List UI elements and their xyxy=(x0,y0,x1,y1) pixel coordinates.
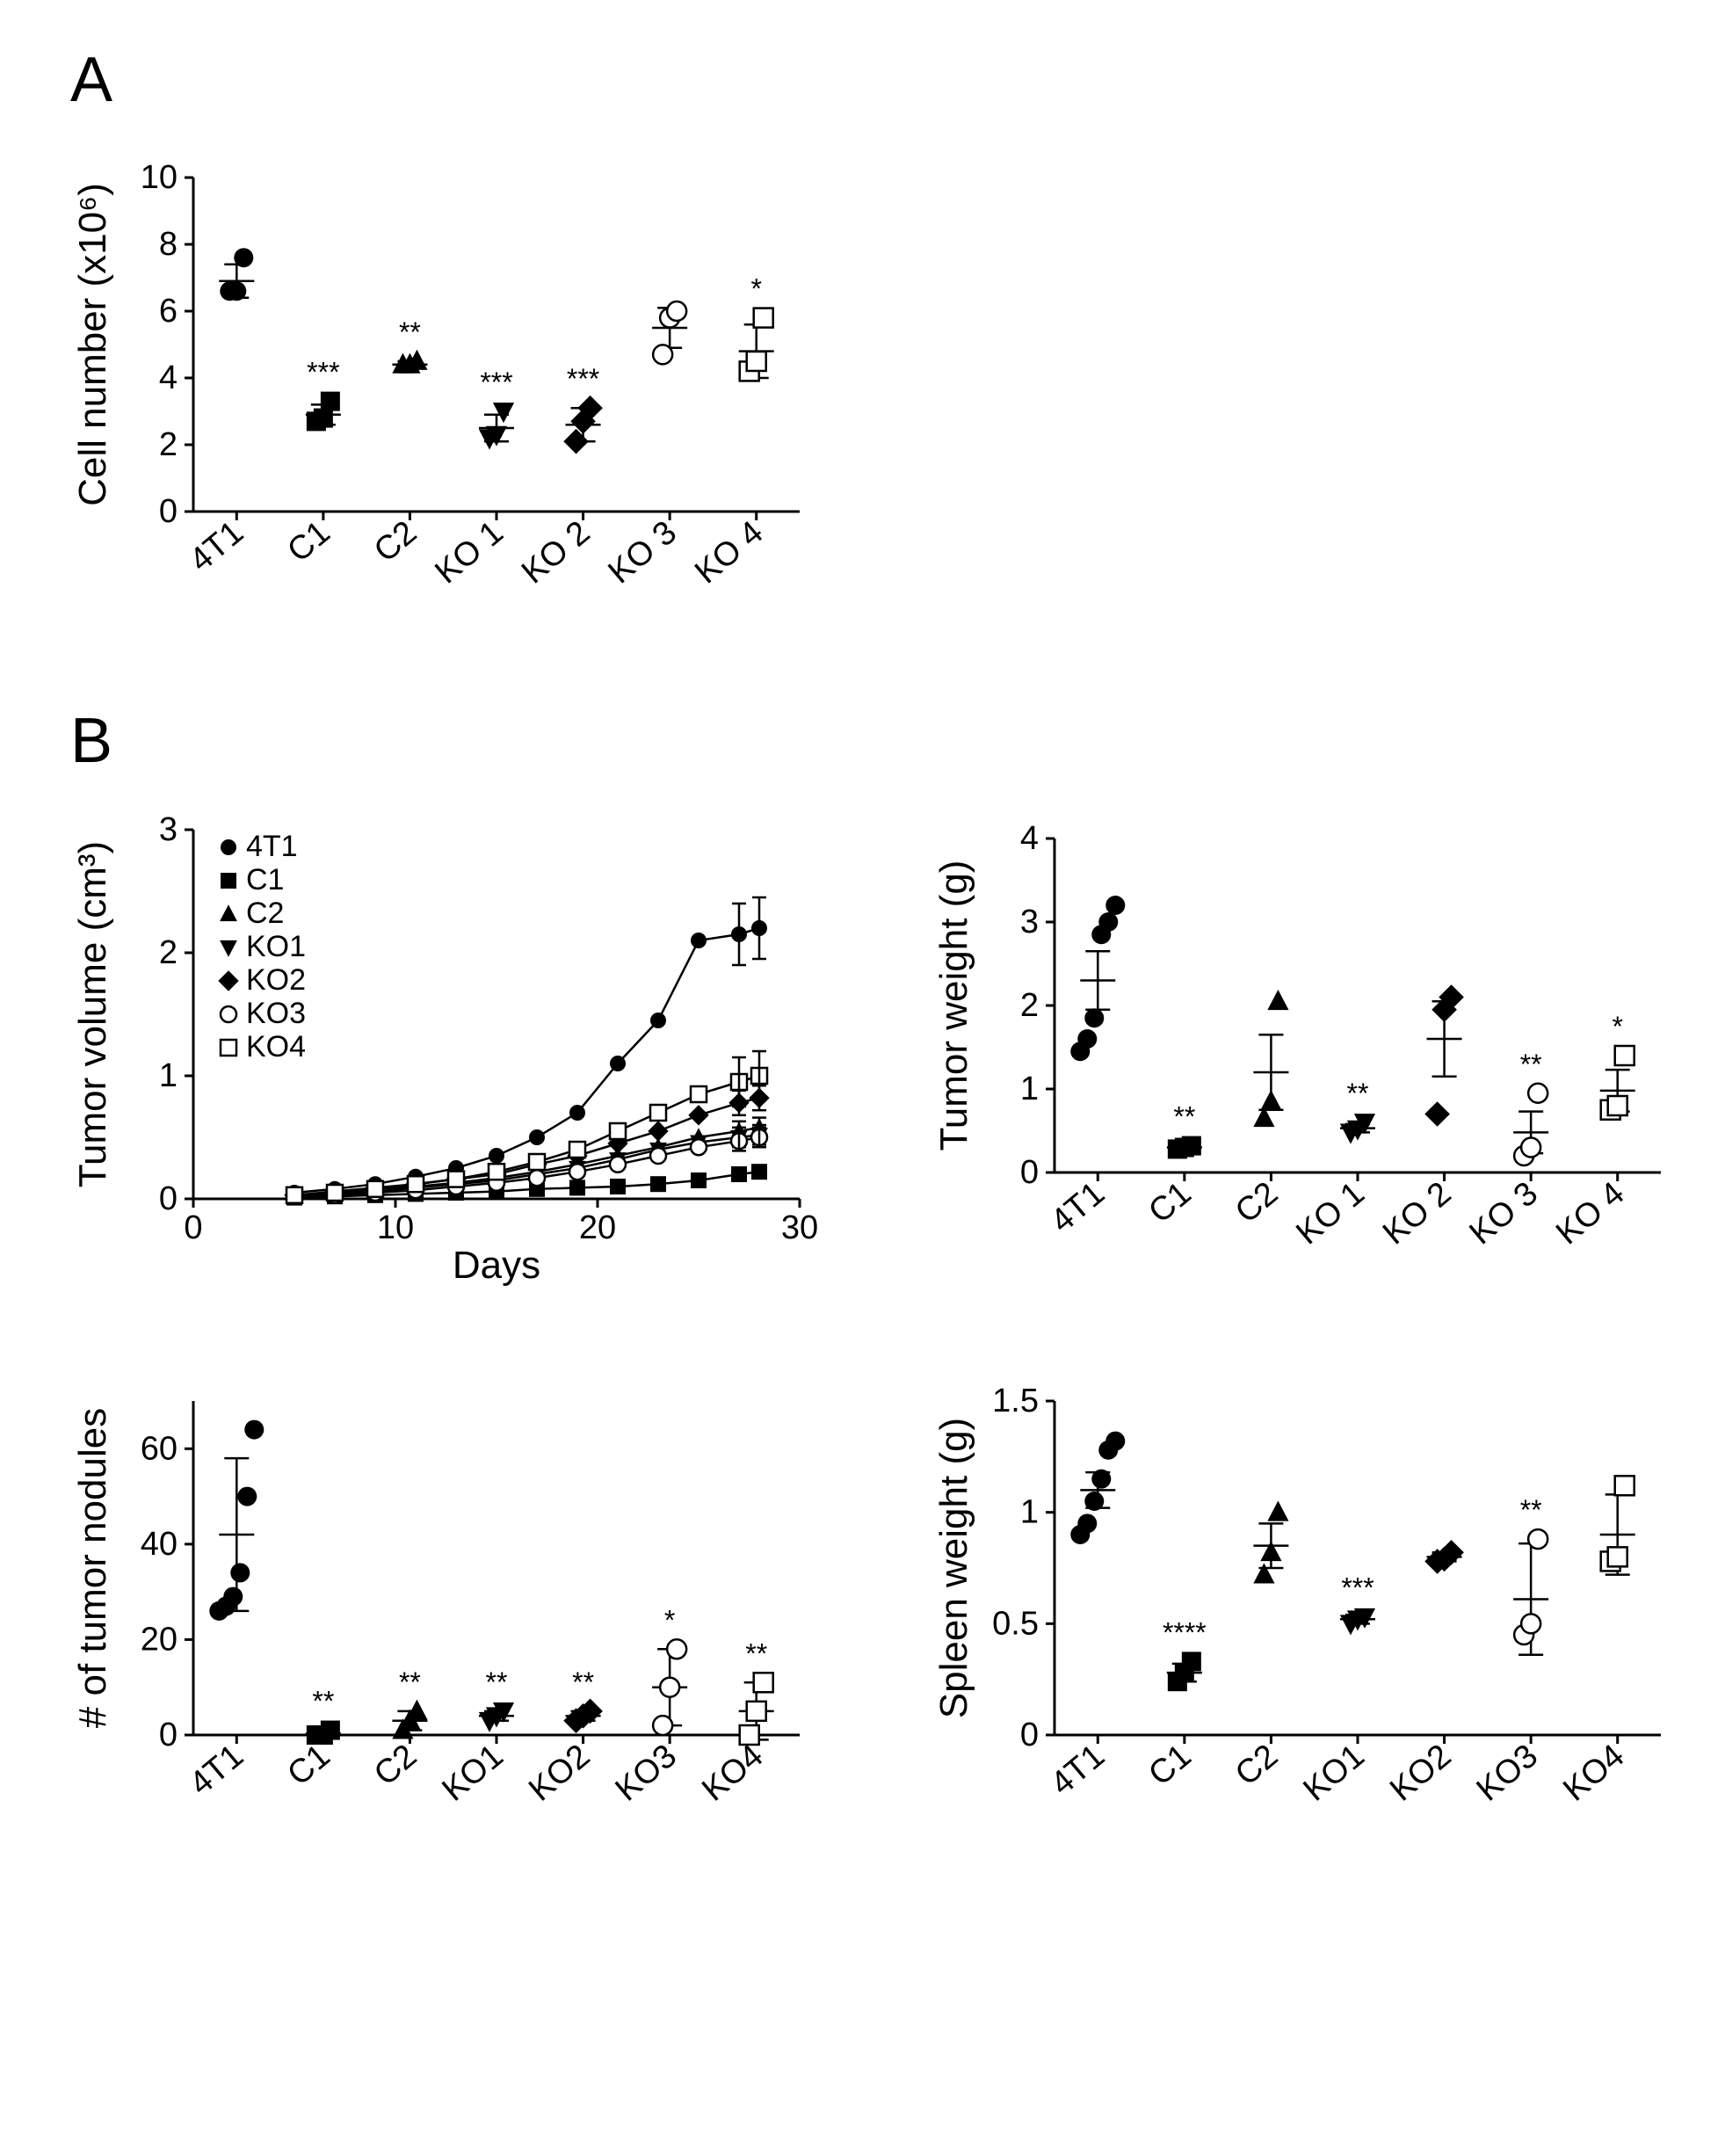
svg-text:3: 3 xyxy=(1020,904,1039,940)
svg-text:**: ** xyxy=(1520,1049,1542,1080)
svg-text:4T1: 4T1 xyxy=(1044,1175,1112,1240)
svg-text:4T1: 4T1 xyxy=(1044,1738,1112,1803)
spleen-weight-chart: 00.511.5Spleen weight (g)4T1C1C2KO1KO2KO… xyxy=(931,1366,1687,1858)
svg-text:0: 0 xyxy=(159,1717,178,1753)
svg-text:C1: C1 xyxy=(1142,1738,1198,1793)
svg-text:KO 4: KO 4 xyxy=(688,514,770,592)
svg-text:*: * xyxy=(664,1604,675,1636)
svg-text:***: *** xyxy=(480,367,512,398)
panel-b-row2: 0204060# of tumor nodules4T1C1C2KO1KO2KO… xyxy=(70,1366,1655,1858)
svg-text:0: 0 xyxy=(1020,1717,1039,1753)
panel-b-label: B xyxy=(70,705,1655,777)
svg-text:Days: Days xyxy=(453,1244,540,1287)
svg-text:KO 1: KO 1 xyxy=(1289,1175,1371,1252)
svg-text:0: 0 xyxy=(159,493,178,530)
svg-text:4: 4 xyxy=(1020,820,1039,857)
svg-text:**: ** xyxy=(399,1666,421,1698)
svg-text:KO4: KO4 xyxy=(1556,1738,1631,1809)
svg-text:Spleen weight (g): Spleen weight (g) xyxy=(932,1418,975,1718)
svg-text:KO3: KO3 xyxy=(1470,1738,1545,1809)
svg-text:KO 2: KO 2 xyxy=(1376,1175,1458,1252)
svg-text:C2: C2 xyxy=(246,897,284,930)
svg-text:30: 30 xyxy=(781,1209,818,1246)
svg-text:8: 8 xyxy=(159,226,178,263)
svg-text:2: 2 xyxy=(1020,987,1039,1024)
svg-text:KO4: KO4 xyxy=(695,1738,770,1809)
svg-text:KO1: KO1 xyxy=(1297,1738,1372,1809)
svg-text:**: ** xyxy=(572,1666,594,1698)
svg-text:*: * xyxy=(750,273,761,305)
svg-text:**: ** xyxy=(1347,1078,1369,1109)
svg-text:4T1: 4T1 xyxy=(246,830,298,863)
svg-text:**: ** xyxy=(399,316,421,348)
panel-a-label: A xyxy=(70,44,1655,116)
svg-text:40: 40 xyxy=(141,1526,178,1563)
svg-text:20: 20 xyxy=(141,1621,178,1658)
svg-text:KO 4: KO 4 xyxy=(1549,1175,1631,1252)
figure: A 0246810Cell number (x10⁶)4T1C1C2KO 1KO… xyxy=(0,0,1725,1972)
svg-text:**: ** xyxy=(1520,1494,1542,1526)
tumor-volume-chart: 01230102030Tumor volume (cm³)Days4T1C1C2… xyxy=(70,803,826,1296)
svg-text:0: 0 xyxy=(159,1180,178,1217)
svg-text:1: 1 xyxy=(1020,1494,1039,1531)
svg-text:**: ** xyxy=(312,1686,334,1717)
svg-text:20: 20 xyxy=(579,1209,616,1246)
svg-text:**: ** xyxy=(486,1666,508,1698)
svg-text:***: *** xyxy=(567,363,599,395)
svg-text:2: 2 xyxy=(159,934,178,971)
svg-text:6: 6 xyxy=(159,293,178,330)
panel-a-row: 0 2 4 6 8 10 Cell number (x10⁶) 4T1 C1 C2KO 1KO 2… xyxy=(70,142,1655,635)
svg-text:C2: C2 xyxy=(367,1738,424,1793)
svg-text:C1: C1 xyxy=(280,514,337,570)
svg-text:2: 2 xyxy=(159,426,178,463)
svg-text:3: 3 xyxy=(159,811,178,848)
svg-text:10: 10 xyxy=(377,1209,414,1246)
svg-text:*: * xyxy=(1612,1011,1622,1042)
svg-text:0: 0 xyxy=(1020,1154,1039,1191)
svg-text:1: 1 xyxy=(159,1057,178,1094)
svg-text:1.5: 1.5 xyxy=(992,1383,1039,1419)
svg-text:**: ** xyxy=(745,1637,767,1669)
svg-text:KO1: KO1 xyxy=(436,1738,511,1809)
svg-text:***: *** xyxy=(307,357,339,388)
svg-text:KO2: KO2 xyxy=(522,1738,597,1809)
svg-text:KO2: KO2 xyxy=(1383,1738,1458,1809)
svg-text:C1: C1 xyxy=(280,1738,337,1793)
svg-text:60: 60 xyxy=(141,1430,178,1467)
svg-text:KO2: KO2 xyxy=(246,963,306,997)
panel-a-chart: 0 2 4 6 8 10 Cell number (x10⁶) 4T1 C1 C2KO 1KO 2… xyxy=(70,142,826,635)
svg-text:C1: C1 xyxy=(246,863,284,897)
svg-text:Tumor weight (g): Tumor weight (g) xyxy=(932,860,975,1151)
svg-text:C2: C2 xyxy=(1229,1175,1285,1230)
svg-text:KO 3: KO 3 xyxy=(1463,1175,1545,1252)
svg-text:KO 1: KO 1 xyxy=(428,514,510,592)
svg-text:4T1: 4T1 xyxy=(183,1738,250,1803)
svg-text:***: *** xyxy=(1341,1572,1373,1604)
svg-text:KO3: KO3 xyxy=(246,997,306,1030)
svg-text:4: 4 xyxy=(159,359,178,396)
svg-text:****: **** xyxy=(1163,1616,1207,1648)
svg-text:**: ** xyxy=(1173,1101,1195,1133)
svg-text:KO4: KO4 xyxy=(246,1030,306,1063)
tumor-weight-chart: 0 1 2 3 4 Tumor weight (g) 4T1 C1 C2KO 1KO 2KO 3… xyxy=(931,803,1687,1296)
svg-text:C2: C2 xyxy=(367,514,424,570)
svg-text:0: 0 xyxy=(184,1209,202,1246)
svg-text:# of tumor nodules: # of tumor nodules xyxy=(71,1408,114,1728)
panel-b-row1: 01230102030Tumor volume (cm³)Days4T1C1C2… xyxy=(70,803,1655,1296)
svg-text:1: 1 xyxy=(1020,1071,1039,1107)
svg-text:0.5: 0.5 xyxy=(992,1605,1039,1642)
svg-text:Cell number (x10⁶): Cell number (x10⁶) xyxy=(71,183,114,506)
svg-text:KO1: KO1 xyxy=(246,930,306,963)
svg-text:KO3: KO3 xyxy=(609,1738,684,1809)
svg-text:10: 10 xyxy=(141,159,178,196)
tumor-nodules-chart: 0204060# of tumor nodules4T1C1C2KO1KO2KO… xyxy=(70,1366,826,1858)
svg-text:KO 3: KO 3 xyxy=(602,514,684,592)
svg-text:C2: C2 xyxy=(1229,1738,1285,1793)
svg-text:C1: C1 xyxy=(1142,1175,1198,1230)
svg-text:Tumor volume (cm³): Tumor volume (cm³) xyxy=(71,841,114,1187)
svg-text:KO 2: KO 2 xyxy=(515,514,597,592)
svg-text:4T1: 4T1 xyxy=(183,514,250,579)
